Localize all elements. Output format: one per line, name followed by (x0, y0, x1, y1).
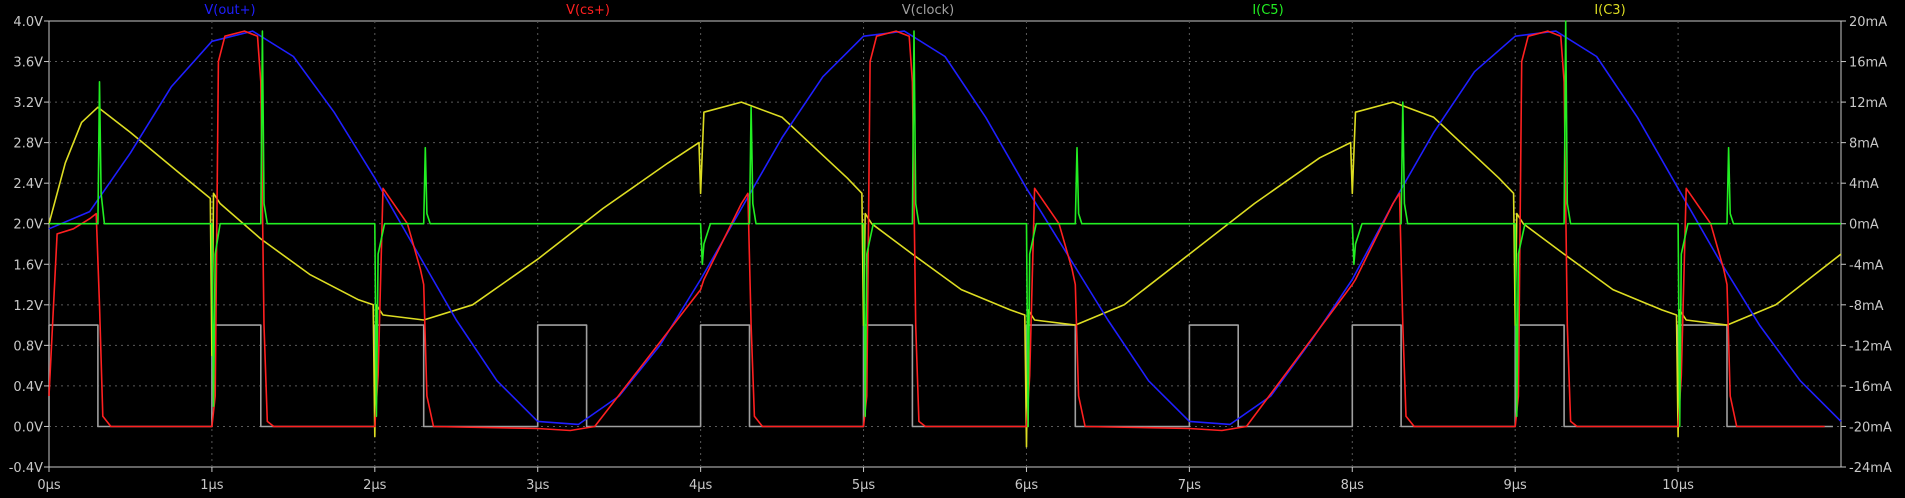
trace-legend: V(out+) V(cs+) V(clock) I(C5) I(C3) (204, 3, 1625, 18)
y-tick-label: 0.4V (13, 380, 43, 395)
y-tick-label: 2.4V (13, 177, 43, 192)
x-tick-label: 9µs (1504, 478, 1528, 493)
y-tick-label: 3.6V (13, 56, 43, 71)
x-tick-label: 4µs (689, 478, 713, 493)
x-tick-label: 3µs (526, 478, 550, 493)
right-current-axis: 20mA 16mA 12mA 8mA 4mA 0mA -4mA -8mA -12mA -16mA -… (1841, 15, 1892, 476)
y2-tick-label: -4mA (1849, 258, 1884, 273)
series-traces (48, 20, 1842, 448)
y-tick-label: 0.8V (13, 339, 43, 354)
y-tick-label: 4.0V (13, 15, 43, 30)
x-tick-label: 2µs (363, 478, 387, 493)
series-line-i-c5 (49, 20, 1841, 428)
x-tick-label: 5µs (852, 478, 876, 493)
y2-tick-label: -8mA (1849, 299, 1884, 314)
y-tick-label: 1.6V (13, 258, 43, 273)
x-tick-label: 10µs (1662, 478, 1694, 493)
x-tick-label: 8µs (1341, 478, 1365, 493)
y2-tick-label: 16mA (1849, 56, 1887, 71)
left-voltage-axis: 4.0V 3.6V 3.2V 2.8V 2.4V 2.0V 1.6V 1.2V 0.8V 0.4V… (9, 15, 49, 476)
y-tick-label: 3.2V (13, 96, 43, 111)
y2-tick-label: -12mA (1849, 339, 1892, 354)
x-tick-label: 7µs (1178, 478, 1202, 493)
y-tick-label: -0.4V (9, 461, 43, 476)
y-tick-label: 0.0V (13, 420, 43, 435)
y2-tick-label: -16mA (1849, 380, 1892, 395)
legend-entry-i-c5: I(C5) (1252, 3, 1283, 18)
x-tick-label: 1µs (200, 478, 224, 493)
y2-tick-label: -20mA (1849, 420, 1892, 435)
y-tick-label: 2.0V (13, 218, 43, 233)
y-tick-label: 2.8V (13, 137, 43, 152)
time-axis: 0µs 1µs 2µs 3µs 4µs 5µs 6µs 7µs 8µs 9µs 10µs (37, 467, 1694, 493)
y2-tick-label: 12mA (1849, 96, 1887, 111)
y2-tick-label: 20mA (1849, 15, 1887, 30)
plot-area-frame (48, 20, 1842, 468)
y2-tick-label: 8mA (1849, 137, 1879, 152)
x-tick-label: 6µs (1015, 478, 1039, 493)
legend-entry-v-clock: V(clock) (902, 3, 954, 18)
y-tick-label: 1.2V (13, 299, 43, 314)
y2-tick-label: -24mA (1849, 461, 1892, 476)
legend-entry-i-c3: I(C3) (1594, 3, 1625, 18)
y2-tick-label: 4mA (1849, 177, 1879, 192)
y2-tick-label: 0mA (1849, 218, 1879, 233)
x-tick-label: 0µs (37, 478, 61, 493)
series-line-v-cs (48, 30, 1825, 432)
legend-entry-v-out: V(out+) (204, 3, 255, 18)
legend-entry-v-cs: V(cs+) (566, 3, 610, 18)
